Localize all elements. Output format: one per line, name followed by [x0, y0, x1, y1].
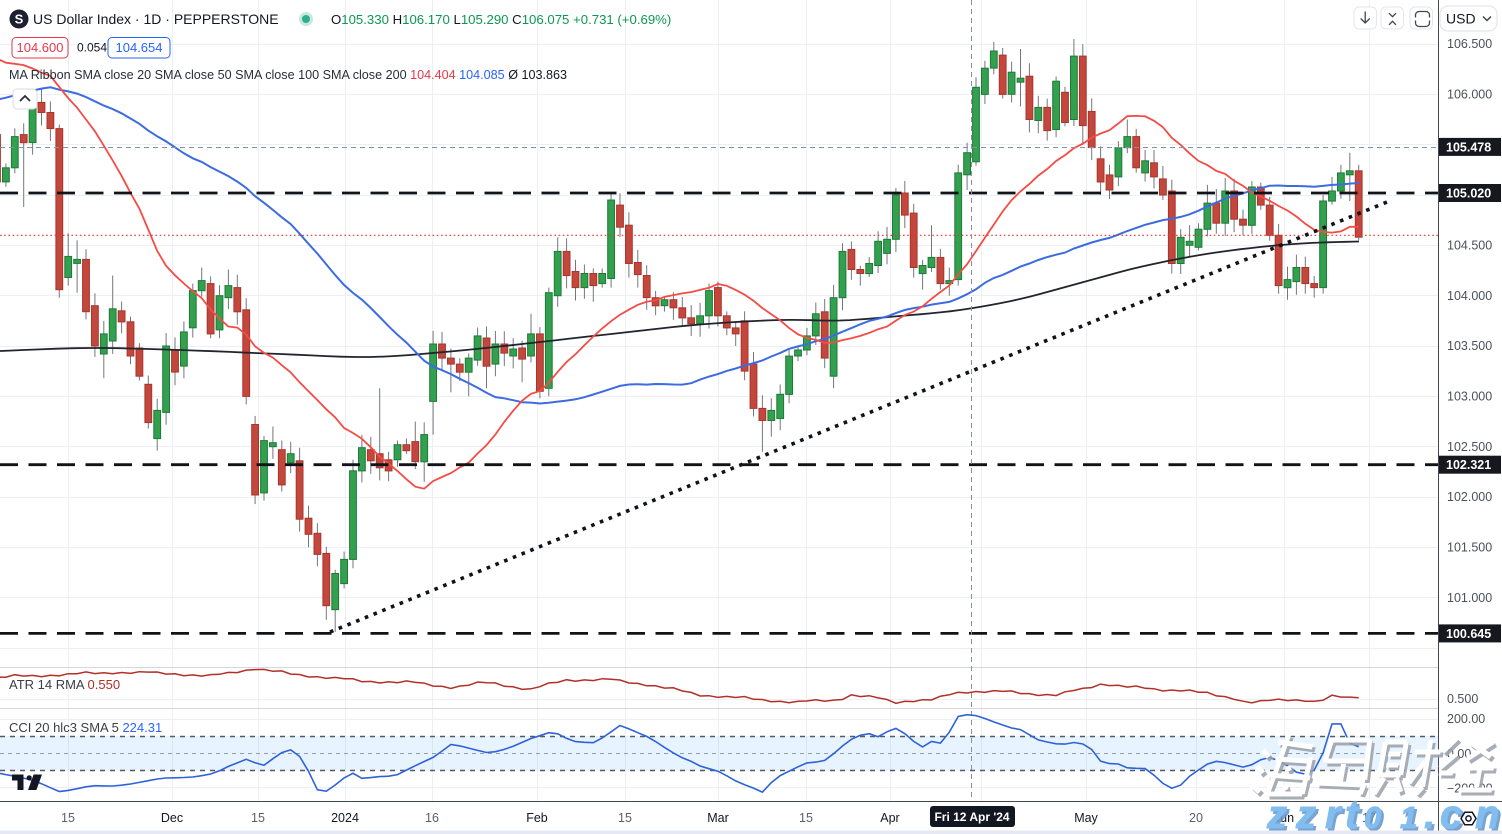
svg-text:c: c: [1443, 796, 1465, 834]
svg-text:20: 20: [1189, 811, 1203, 825]
svg-text:104.500: 104.500: [1447, 239, 1492, 253]
svg-text:15: 15: [618, 811, 632, 825]
svg-text:106.500: 106.500: [1447, 37, 1492, 51]
svg-text:t: t: [1348, 796, 1363, 834]
svg-text:n: n: [1478, 796, 1502, 834]
svg-text:103.000: 103.000: [1447, 390, 1492, 404]
svg-text:May: May: [1074, 811, 1098, 825]
svg-text:2024: 2024: [331, 811, 359, 825]
svg-text:15: 15: [61, 811, 75, 825]
svg-text:101.500: 101.500: [1447, 541, 1492, 555]
svg-text:15: 15: [799, 811, 813, 825]
svg-text:US Dollar Index · 1D · PEPPERS: US Dollar Index · 1D · PEPPERSTONE: [33, 11, 279, 27]
svg-text:Apr: Apr: [880, 811, 899, 825]
svg-text:CCI 20 hlc3 SMA 5 224.31: CCI 20 hlc3 SMA 5 224.31: [9, 720, 162, 735]
svg-text:MA Ribbon SMA close 20 SMA clo: MA Ribbon SMA close 20 SMA close 50 SMA …: [9, 68, 567, 82]
svg-text:102.500: 102.500: [1447, 440, 1492, 454]
svg-text:z: z: [1295, 793, 1316, 834]
svg-text:104.000: 104.000: [1447, 289, 1492, 303]
svg-text:1: 1: [1400, 800, 1417, 834]
svg-text:0.500: 0.500: [1447, 692, 1478, 706]
svg-text:105.020: 105.020: [1446, 187, 1491, 201]
svg-text:Mar: Mar: [707, 811, 729, 825]
svg-text:r: r: [1325, 793, 1343, 834]
svg-text:102.321: 102.321: [1446, 458, 1491, 472]
svg-text:104.654: 104.654: [116, 40, 163, 55]
svg-text:17: 17: [1362, 811, 1376, 825]
svg-text:z: z: [1269, 796, 1290, 834]
svg-text:101.000: 101.000: [1447, 591, 1492, 605]
svg-text:ATR 14 RMA 0.550: ATR 14 RMA 0.550: [9, 677, 120, 692]
svg-text:t: t: [1345, 793, 1360, 834]
svg-text:z: z: [1266, 793, 1287, 834]
svg-text:.: .: [1427, 796, 1438, 834]
svg-text:102.000: 102.000: [1447, 490, 1492, 504]
svg-text:200.00: 200.00: [1447, 712, 1485, 726]
svg-text:100.645: 100.645: [1446, 627, 1491, 641]
svg-text:105.478: 105.478: [1446, 140, 1491, 154]
svg-text:.: .: [1424, 793, 1435, 834]
svg-text:Dec: Dec: [161, 811, 183, 825]
svg-text:103.500: 103.500: [1447, 339, 1492, 353]
svg-text:0: 0: [1364, 800, 1381, 834]
svg-text:0.054: 0.054: [77, 41, 107, 55]
svg-text:Fri 12 Apr '24: Fri 12 Apr '24: [934, 810, 1009, 824]
svg-text:Jun: Jun: [1274, 811, 1294, 825]
svg-text:c: c: [1440, 793, 1462, 834]
svg-text:r: r: [1328, 796, 1346, 834]
svg-text:16: 16: [425, 811, 439, 825]
svg-text:104.600: 104.600: [17, 40, 64, 55]
svg-text:106.000: 106.000: [1447, 88, 1492, 102]
svg-text:1: 1: [1403, 803, 1420, 834]
svg-text:O105.330 H106.170 L105.290 C10: O105.330 H106.170 L105.290 C106.075 +0.7…: [331, 12, 671, 27]
svg-text:S: S: [15, 12, 24, 27]
svg-text:n: n: [1475, 793, 1499, 834]
svg-text:z: z: [1298, 796, 1319, 834]
svg-text:0: 0: [1367, 803, 1384, 834]
svg-text:USD: USD: [1446, 11, 1476, 27]
svg-text:Feb: Feb: [526, 811, 548, 825]
svg-text:15: 15: [251, 811, 265, 825]
